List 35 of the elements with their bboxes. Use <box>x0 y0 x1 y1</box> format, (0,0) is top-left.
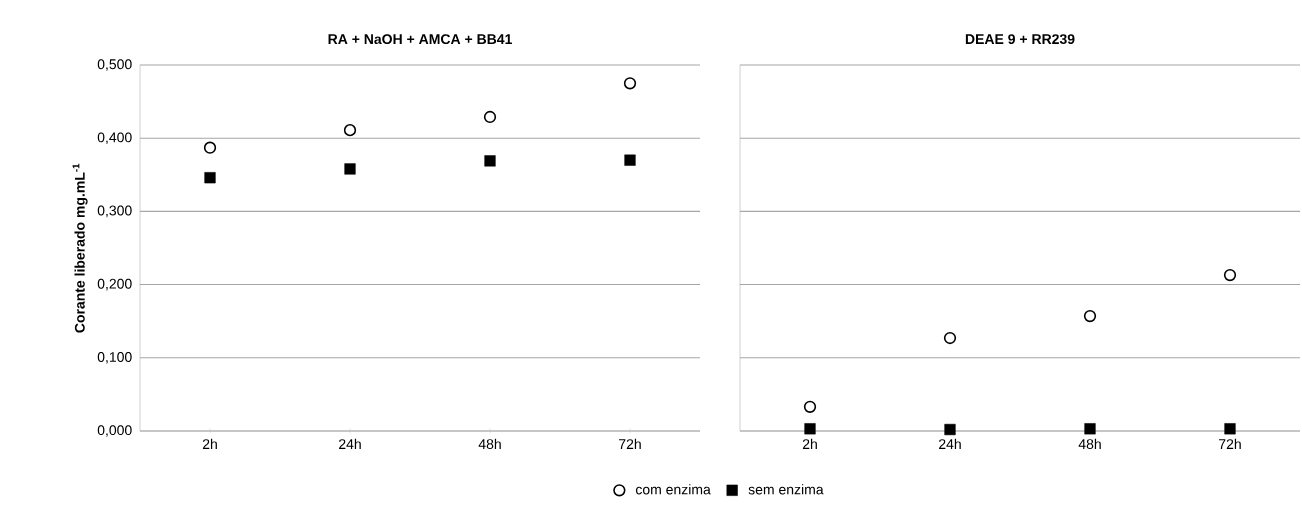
point <box>1084 423 1096 435</box>
x-tick-label: 48h <box>1078 438 1101 450</box>
point <box>1083 309 1097 323</box>
point <box>804 423 816 435</box>
point <box>943 331 957 345</box>
point <box>624 154 636 166</box>
point <box>204 172 216 184</box>
y-tick-label: 0,300 <box>97 205 132 218</box>
chart-title: RA + NaOH + AMCA + BB41 <box>328 34 512 45</box>
legend-label: sem enzima <box>748 484 824 495</box>
point <box>344 163 356 175</box>
point <box>1223 268 1237 282</box>
x-tick-label: 24h <box>939 438 961 449</box>
legend-label: com enzima <box>635 484 711 495</box>
x-tick-label: 24h <box>339 438 361 449</box>
y-tick-label: 0,200 <box>97 278 132 291</box>
point <box>1224 423 1236 435</box>
point <box>203 141 217 154</box>
chart-title: DEAE 9 + RR239 <box>965 34 1075 45</box>
x-tick-label: 72h <box>1219 438 1241 449</box>
point <box>944 423 956 436</box>
point <box>484 155 496 167</box>
point <box>623 77 637 90</box>
point <box>803 400 817 413</box>
x-tick-label: 2h <box>202 438 217 449</box>
y-tick-label: 0,500 <box>97 59 132 71</box>
y-tick-label: 0,000 <box>97 425 132 437</box>
y-axis-title: Corante liberado mg.mL$^{-1}$ <box>72 163 88 333</box>
x-tick-label: 2h <box>802 438 817 449</box>
x-tick-label: 48h <box>478 438 501 450</box>
point <box>343 124 357 137</box>
y-tick-label: 0,400 <box>97 132 132 144</box>
x-tick-label: 72h <box>619 438 641 449</box>
point <box>483 110 497 124</box>
y-tick-label: 0,100 <box>97 352 132 364</box>
